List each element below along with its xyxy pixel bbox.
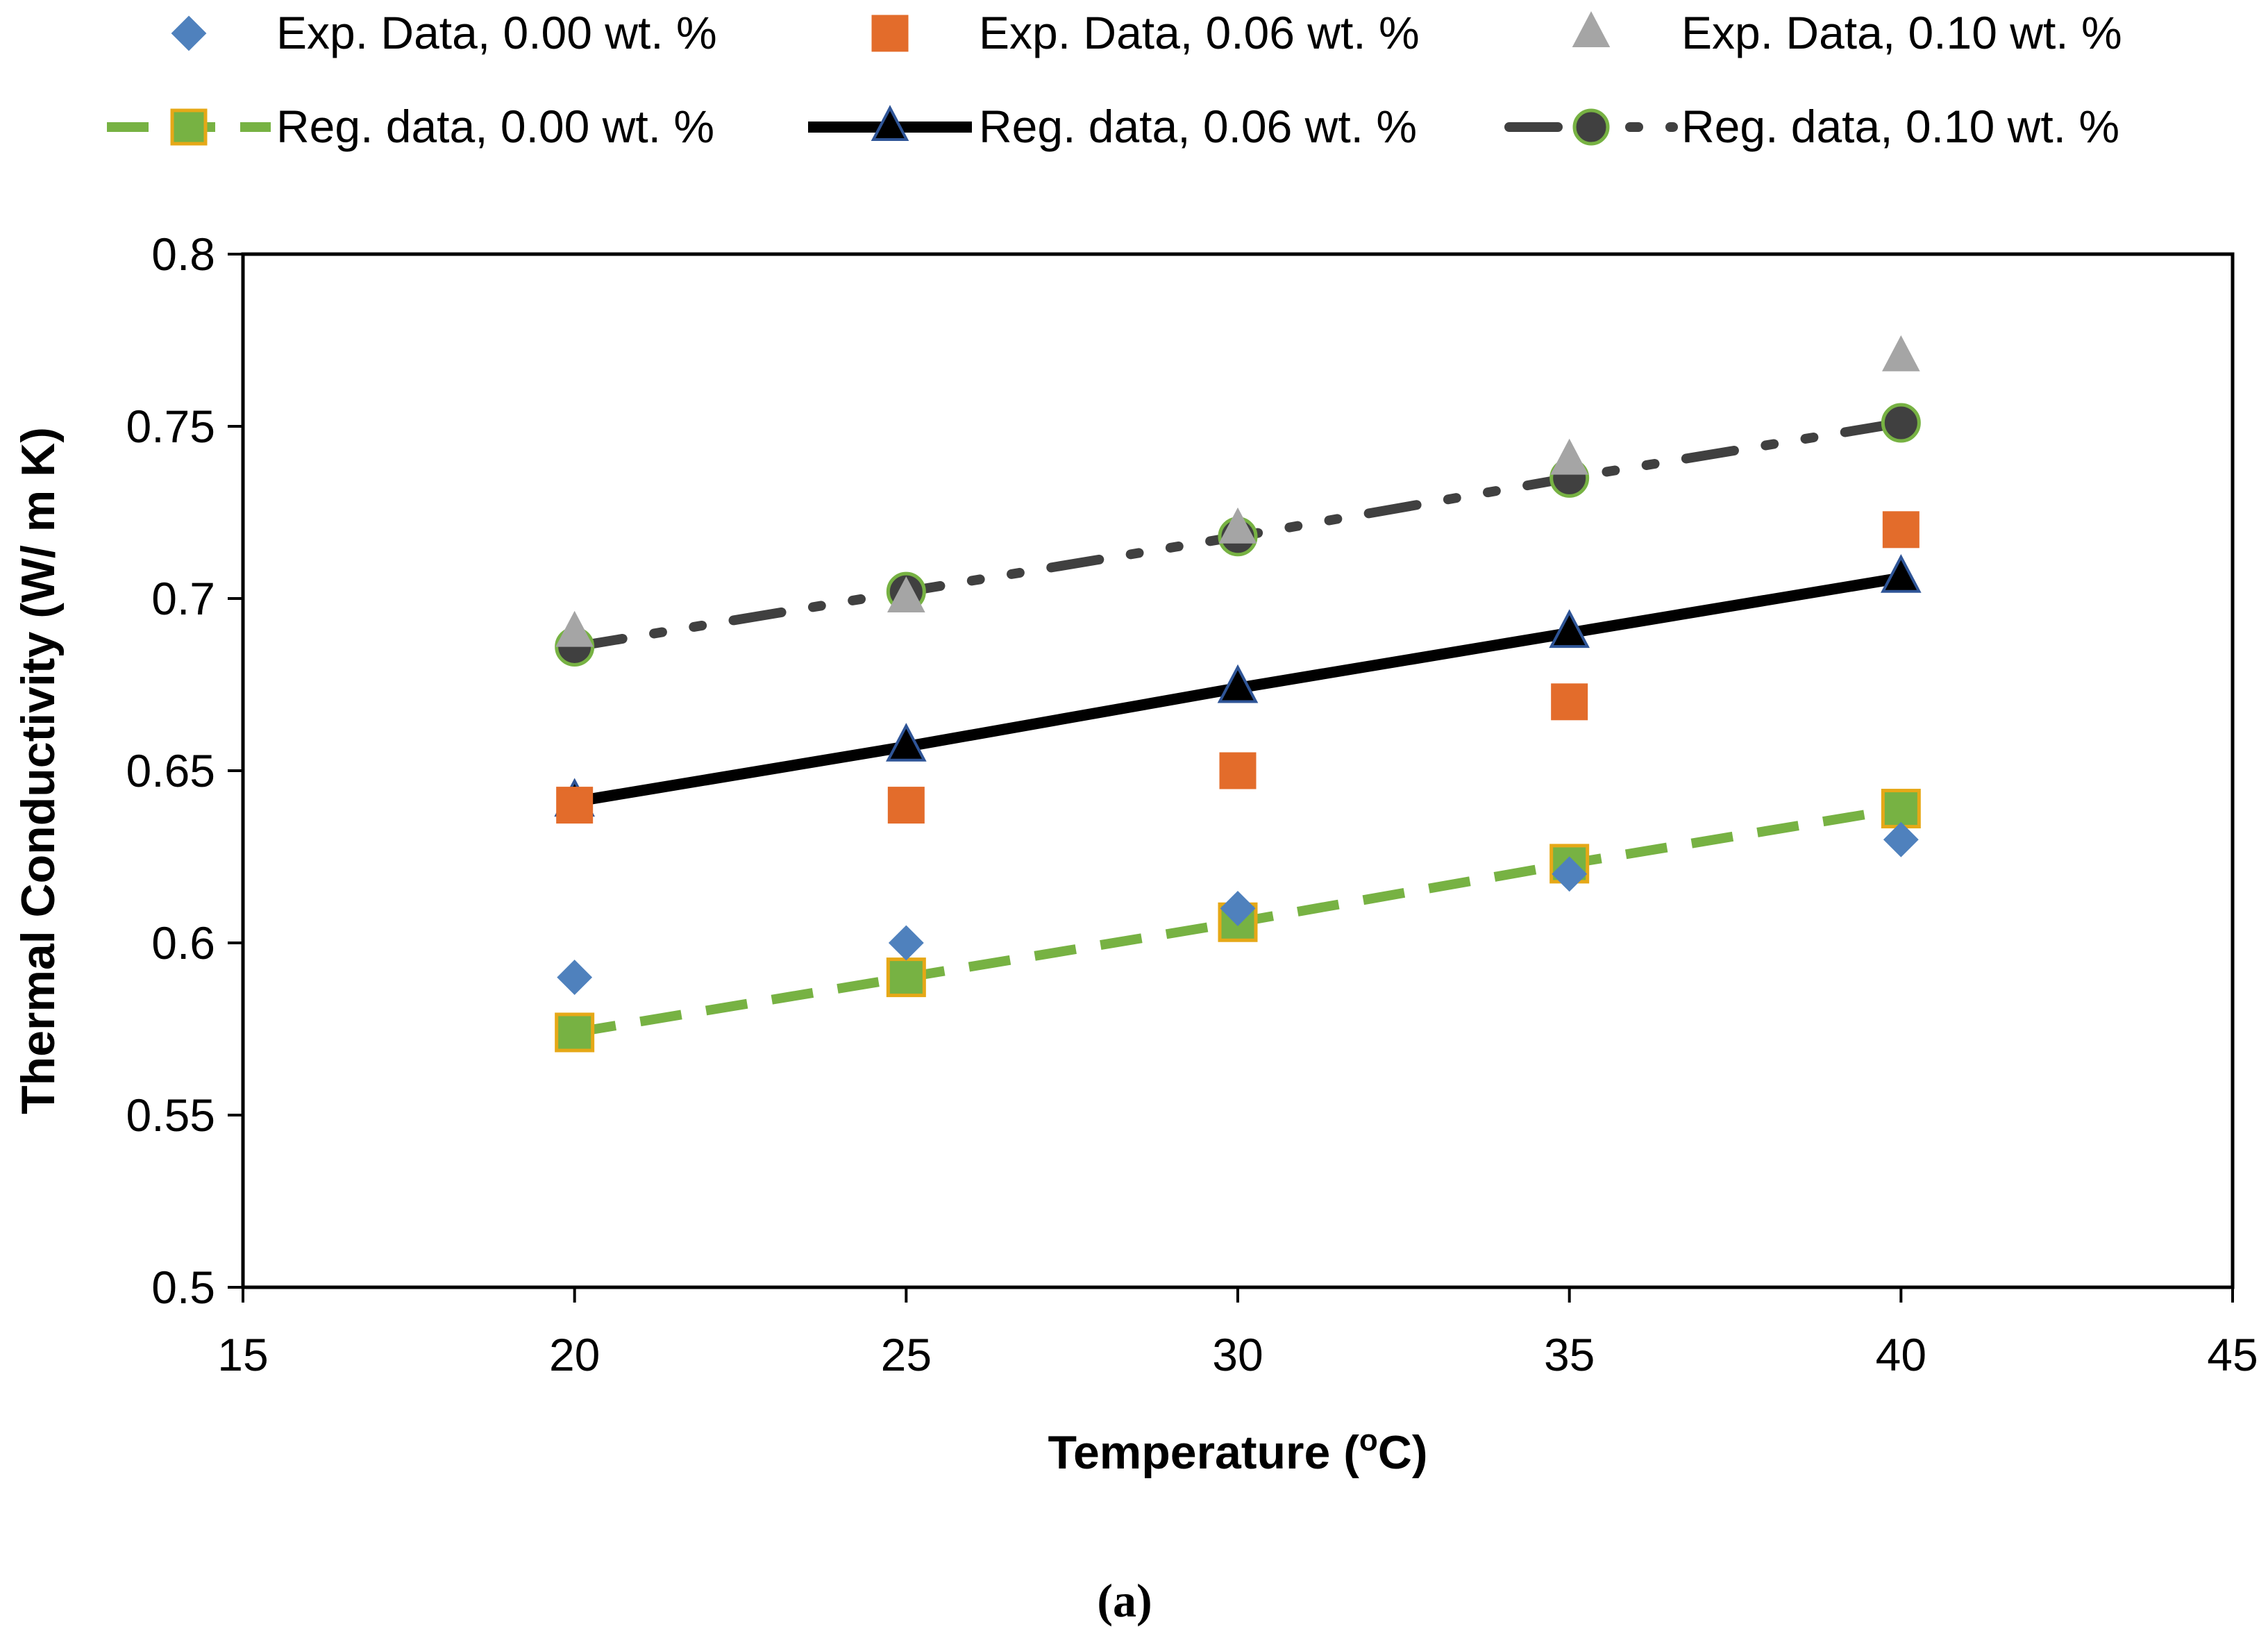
y-tick-label: 0.7 xyxy=(151,573,215,624)
legend-label-reg-0-00: Reg. data, 0.00 wt. % xyxy=(276,101,714,152)
legend-label-exp-0-00: Exp. Data, 0.00 wt. % xyxy=(276,7,717,58)
data-point-s2-1 xyxy=(887,576,925,612)
legend: Exp. Data, 0.00 wt. % Exp. Data, 0.06 wt… xyxy=(107,7,2122,152)
data-point-s1-2 xyxy=(1219,752,1257,789)
y-tick-label: 0.65 xyxy=(126,745,215,796)
data-point-s0-3 xyxy=(1552,856,1588,892)
y-tick-label: 0.55 xyxy=(126,1089,215,1141)
data-point-s3-1 xyxy=(886,957,926,998)
data-point-s0-0 xyxy=(557,960,593,996)
legend-label-reg-0-10: Reg. data, 0.10 wt. % xyxy=(1681,101,2119,152)
legend-symbol-exp-0-00 xyxy=(171,15,207,51)
legend-marker-5 xyxy=(1572,108,1610,146)
x-axis-title: Temperature (oC) xyxy=(1048,1423,1427,1479)
data-point-s2-4 xyxy=(1882,335,1920,371)
data-point-s4-1 xyxy=(886,723,927,762)
y-tick-label: 0.75 xyxy=(126,401,215,452)
x-tick-label: 30 xyxy=(1212,1329,1263,1380)
x-axis-title-main: Temperature ( xyxy=(1048,1426,1359,1479)
x-axis-title-tail: C) xyxy=(1378,1426,1428,1479)
legend-label-reg-0-06: Reg. data, 0.06 wt. % xyxy=(979,101,1417,152)
y-tick-label: 0.6 xyxy=(151,917,215,969)
legend-label-exp-0-10: Exp. Data, 0.10 wt. % xyxy=(1681,7,2122,58)
legend-marker-4 xyxy=(871,105,909,141)
data-point-s0-4 xyxy=(1883,821,1919,857)
legend-marker-0 xyxy=(171,15,207,51)
data-point-s3-4 xyxy=(1881,789,1921,829)
x-tick-label: 40 xyxy=(1876,1329,1926,1380)
y-axis: 0.5 0.55 0.6 0.65 0.7 0.75 0.8 xyxy=(126,228,243,1313)
data-point-s2-2 xyxy=(1218,507,1257,544)
data-point-s1-3 xyxy=(1551,683,1588,721)
x-tick-label: 25 xyxy=(881,1329,932,1380)
legend-symbol-reg-0-06 xyxy=(808,105,972,141)
data-point-s5-4 xyxy=(1881,403,1921,443)
legend-marker-3 xyxy=(170,108,208,146)
data-point-s2-3 xyxy=(1550,438,1588,475)
y-axis-title: Thermal Conductivity (W/ m K) xyxy=(12,427,65,1114)
figure-caption: (a) xyxy=(1097,1574,1152,1627)
data-point-s4-4 xyxy=(1881,554,1922,593)
data-point-s1-1 xyxy=(887,787,925,824)
legend-marker-1 xyxy=(871,15,909,52)
x-tick-label: 35 xyxy=(1544,1329,1595,1380)
legend-symbol-reg-0-10 xyxy=(1504,108,1678,146)
x-tick-label: 45 xyxy=(2207,1329,2258,1380)
data-point-s2-0 xyxy=(555,610,594,647)
legend-marker-2 xyxy=(1572,11,1611,47)
data-point-s3-0 xyxy=(555,1012,595,1053)
legend-label-exp-0-06: Exp. Data, 0.06 wt. % xyxy=(979,7,1420,58)
data-point-s1-0 xyxy=(556,787,594,824)
data-point-s0-2 xyxy=(1220,890,1256,926)
x-axis-title-sup: o xyxy=(1359,1423,1378,1457)
data-point-s4-3 xyxy=(1549,609,1590,649)
y-tick-label: 0.5 xyxy=(151,1262,215,1313)
x-tick-label: 20 xyxy=(549,1329,600,1380)
y-tick-label: 0.8 xyxy=(151,228,215,280)
x-tick-label: 15 xyxy=(217,1329,268,1380)
data-point-s1-4 xyxy=(1882,511,1920,549)
data-point-s0-1 xyxy=(888,925,924,961)
data-point-s4-2 xyxy=(1217,664,1259,703)
x-axis: 15 20 25 30 35 40 45 xyxy=(217,1287,2258,1380)
legend-symbol-reg-0-00 xyxy=(107,108,271,146)
legend-symbol-exp-0-10 xyxy=(1572,11,1611,47)
series-markers xyxy=(554,335,1922,1053)
legend-symbol-exp-0-06 xyxy=(871,15,909,52)
